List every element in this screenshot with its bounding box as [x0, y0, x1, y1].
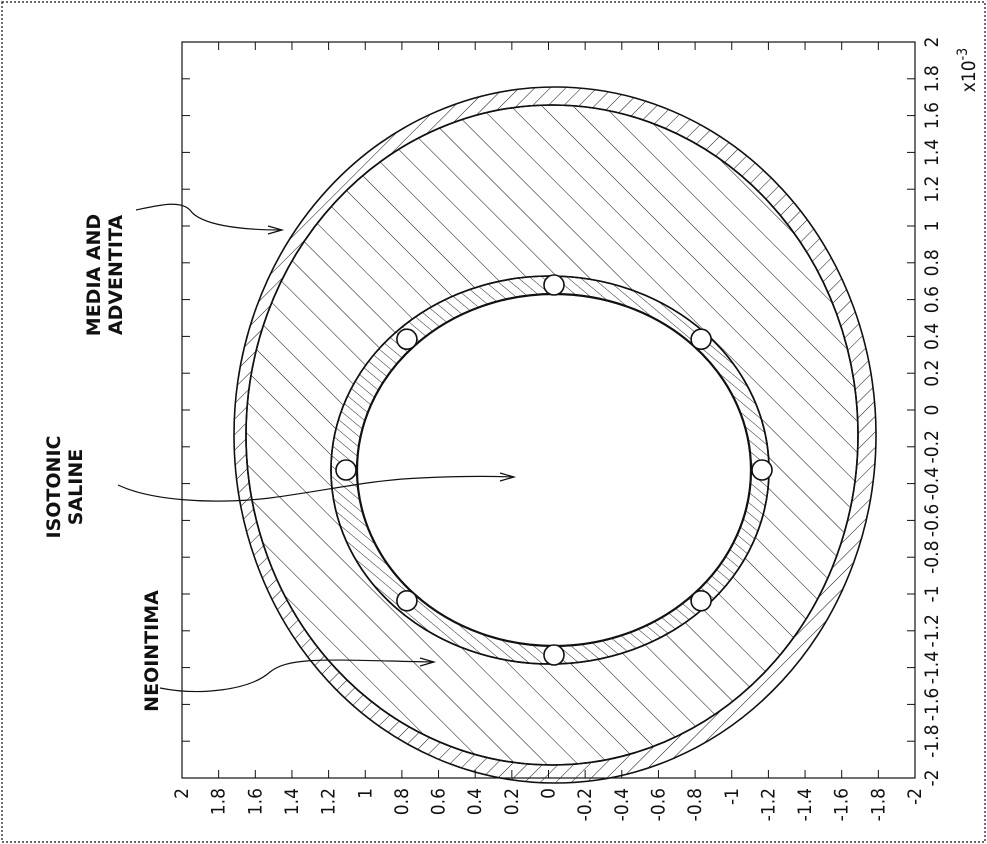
stent-struts: [335, 274, 773, 666]
vessel-rings: [233, 86, 877, 784]
y-tick-label: 0.2: [501, 788, 523, 815]
stent-strut: [396, 328, 418, 351]
x-tick-label: 1.8: [921, 65, 943, 92]
lumen-boundary: [355, 292, 753, 648]
y-tick-label: -1.2: [757, 788, 779, 821]
y-tick-label: 1.8: [208, 788, 230, 815]
saline-arrow: [499, 472, 517, 482]
y-tick-label: -1: [721, 788, 743, 805]
y-tick-label: -1.4: [794, 788, 816, 821]
y-tick-label: 1.4: [281, 788, 303, 815]
leader-lines: [117, 203, 517, 693]
x-tick-label: -1.4: [921, 651, 943, 684]
y-tick-labels: 2 1.8 1.6 1.4 1.2 1 0.8 0.6 0.4 0.2 0 -0.2 -0.4 -0.6-…: [171, 788, 926, 821]
saline-leader: [117, 475, 515, 502]
y-tick-label: 0.6: [428, 788, 450, 815]
y-tick-label: -1.6: [831, 788, 853, 821]
x-tick-label: 1: [921, 221, 943, 232]
x-tick-label: -0.8: [921, 541, 943, 574]
x-tick-label: -1.8: [921, 725, 943, 758]
x-tick-label: -0.2: [921, 430, 943, 463]
y-tick-label: 1.6: [244, 788, 266, 815]
x-tick-label: -0.4: [921, 467, 943, 500]
y-tick-label: 1: [354, 788, 376, 799]
annotations: MEDIA AND ADVENTITA ISOTONIC SALINE NEOI…: [43, 48, 980, 712]
stent-strut: [543, 644, 565, 666]
media-arrow: [267, 225, 285, 235]
y-tick-label: -0.6: [647, 788, 669, 821]
x-tick-label: 0.2: [921, 360, 943, 387]
y-tick-label: -0.8: [684, 788, 706, 821]
y-tick-label: 0: [538, 788, 560, 799]
media-label-line1: MEDIA AND: [83, 214, 105, 336]
y-tick-label: -2: [904, 788, 926, 805]
axis-ticks: [181, 41, 916, 779]
neointima-leader: [159, 659, 435, 693]
x-tick-label: -1.6: [921, 688, 943, 721]
y-tick-label: -0.4: [611, 788, 633, 821]
saline-label-line2: SALINE: [65, 449, 87, 525]
y-tick-label: 0.8: [391, 788, 413, 815]
x-tick-label: -1.2: [921, 614, 943, 647]
stent-strut: [543, 274, 565, 296]
neointima-arrow: [419, 657, 437, 667]
x-tick-label: 1.2: [921, 176, 943, 203]
x-tick-label: -2: [921, 769, 943, 786]
y-tick-label: 2: [171, 788, 193, 799]
x-tick-label: 1.4: [921, 139, 943, 166]
x-tick-labels: -2 -1.8 -1.6 -1.4 -1.2 -1 -0.8 -0.6 -0.4 -0.2 0 0.2…: [921, 37, 943, 787]
stent-strut: [690, 589, 712, 612]
neointima-label: NEOINTIMA: [141, 590, 163, 712]
x-tick-label: -0.6: [921, 504, 943, 537]
y-tick-label: -0.2: [574, 788, 596, 821]
y-tick-label: -1.8: [867, 788, 889, 821]
x-tick-label: 0: [921, 405, 943, 416]
x-tick-label: -1: [921, 585, 943, 602]
stent-strut: [690, 328, 712, 351]
y-tick-label: 0.4: [464, 788, 486, 815]
media-label-line2: ADVENTITA: [105, 215, 127, 336]
x-tick-label: 0.4: [921, 323, 943, 350]
x-tick-label: 0.6: [921, 286, 943, 313]
x-tick-label: 2: [921, 37, 943, 48]
stent-strut: [396, 589, 418, 612]
scale-label: x10-3: [955, 48, 980, 92]
media-leader: [135, 203, 283, 231]
x-tick-label: 1.6: [921, 102, 943, 129]
y-tick-label: 1.2: [318, 788, 340, 815]
stent-strut: [335, 459, 357, 481]
saline-label-line1: ISOTONIC: [43, 436, 65, 539]
x-tick-label: 0.8: [921, 249, 943, 276]
stent-strut: [751, 459, 773, 481]
